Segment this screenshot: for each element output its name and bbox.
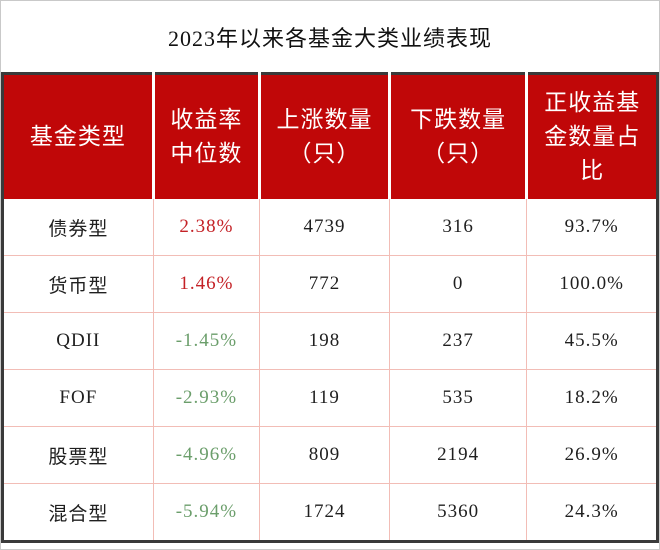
cell-fund-type: 债券型 [2, 199, 154, 256]
header-cell-positive-ratio: 正收益基 金数量占 比 [526, 73, 658, 199]
cell-median-return: -4.96% [153, 426, 261, 484]
cell-fund-type: 股票型 [2, 426, 154, 484]
cell-fund-type: FOF [2, 369, 154, 427]
table-title: 2023年以来各基金大类业绩表现 [167, 25, 492, 51]
table-row: 股票型 -4.96% 809 2194 26.9% [2, 426, 658, 484]
cell-up-count: 4739 [259, 199, 390, 256]
cell-down-count: 237 [389, 312, 528, 370]
cell-down-count: 316 [389, 199, 528, 256]
cell-positive-ratio: 100.0% [526, 255, 658, 313]
cell-up-count: 809 [259, 426, 390, 484]
cell-median-return: -1.45% [153, 312, 261, 370]
cell-median-return: 2.38% [153, 199, 261, 256]
cell-positive-ratio: 93.7% [526, 199, 658, 256]
cell-down-count: 2194 [389, 426, 528, 484]
cell-up-count: 119 [259, 369, 390, 427]
cell-fund-type: 货币型 [2, 255, 154, 313]
fund-performance-table: 基金类型 收益率 中位数 上涨数量 （只） 下跌数量 （只） 正收益基 金数量占… [1, 72, 659, 543]
header-cell-fund-type: 基金类型 [2, 73, 155, 199]
cell-down-count: 5360 [389, 483, 528, 542]
cell-down-count: 535 [389, 369, 528, 427]
cell-positive-ratio: 18.2% [526, 369, 658, 427]
header-cell-down-count: 下跌数量 （只） [389, 73, 529, 199]
header-cell-median-return: 收益率 中位数 [153, 73, 262, 199]
cell-positive-ratio: 24.3% [526, 483, 658, 542]
cell-up-count: 1724 [259, 483, 390, 542]
table-row: 债券型 2.38% 4739 316 93.7% [2, 199, 658, 256]
table-row: 货币型 1.46% 772 0 100.0% [2, 255, 658, 313]
table-row: FOF -2.93% 119 535 18.2% [2, 369, 658, 427]
cell-up-count: 198 [259, 312, 390, 370]
cell-positive-ratio: 45.5% [526, 312, 658, 370]
cell-fund-type: QDII [2, 312, 154, 370]
header-row: 基金类型 收益率 中位数 上涨数量 （只） 下跌数量 （只） 正收益基 金数量占… [2, 73, 658, 199]
cell-down-count: 0 [389, 255, 528, 313]
table-row: QDII -1.45% 198 237 45.5% [2, 312, 658, 370]
header-cell-up-count: 上涨数量 （只） [259, 73, 391, 199]
cell-median-return: -2.93% [153, 369, 261, 427]
cell-median-return: 1.46% [153, 255, 261, 313]
cell-positive-ratio: 26.9% [526, 426, 658, 484]
cell-median-return: -5.94% [153, 483, 261, 542]
cell-up-count: 772 [259, 255, 390, 313]
table-row: 混合型 -5.94% 1724 5360 24.3% [2, 483, 658, 542]
cell-fund-type: 混合型 [2, 483, 154, 542]
